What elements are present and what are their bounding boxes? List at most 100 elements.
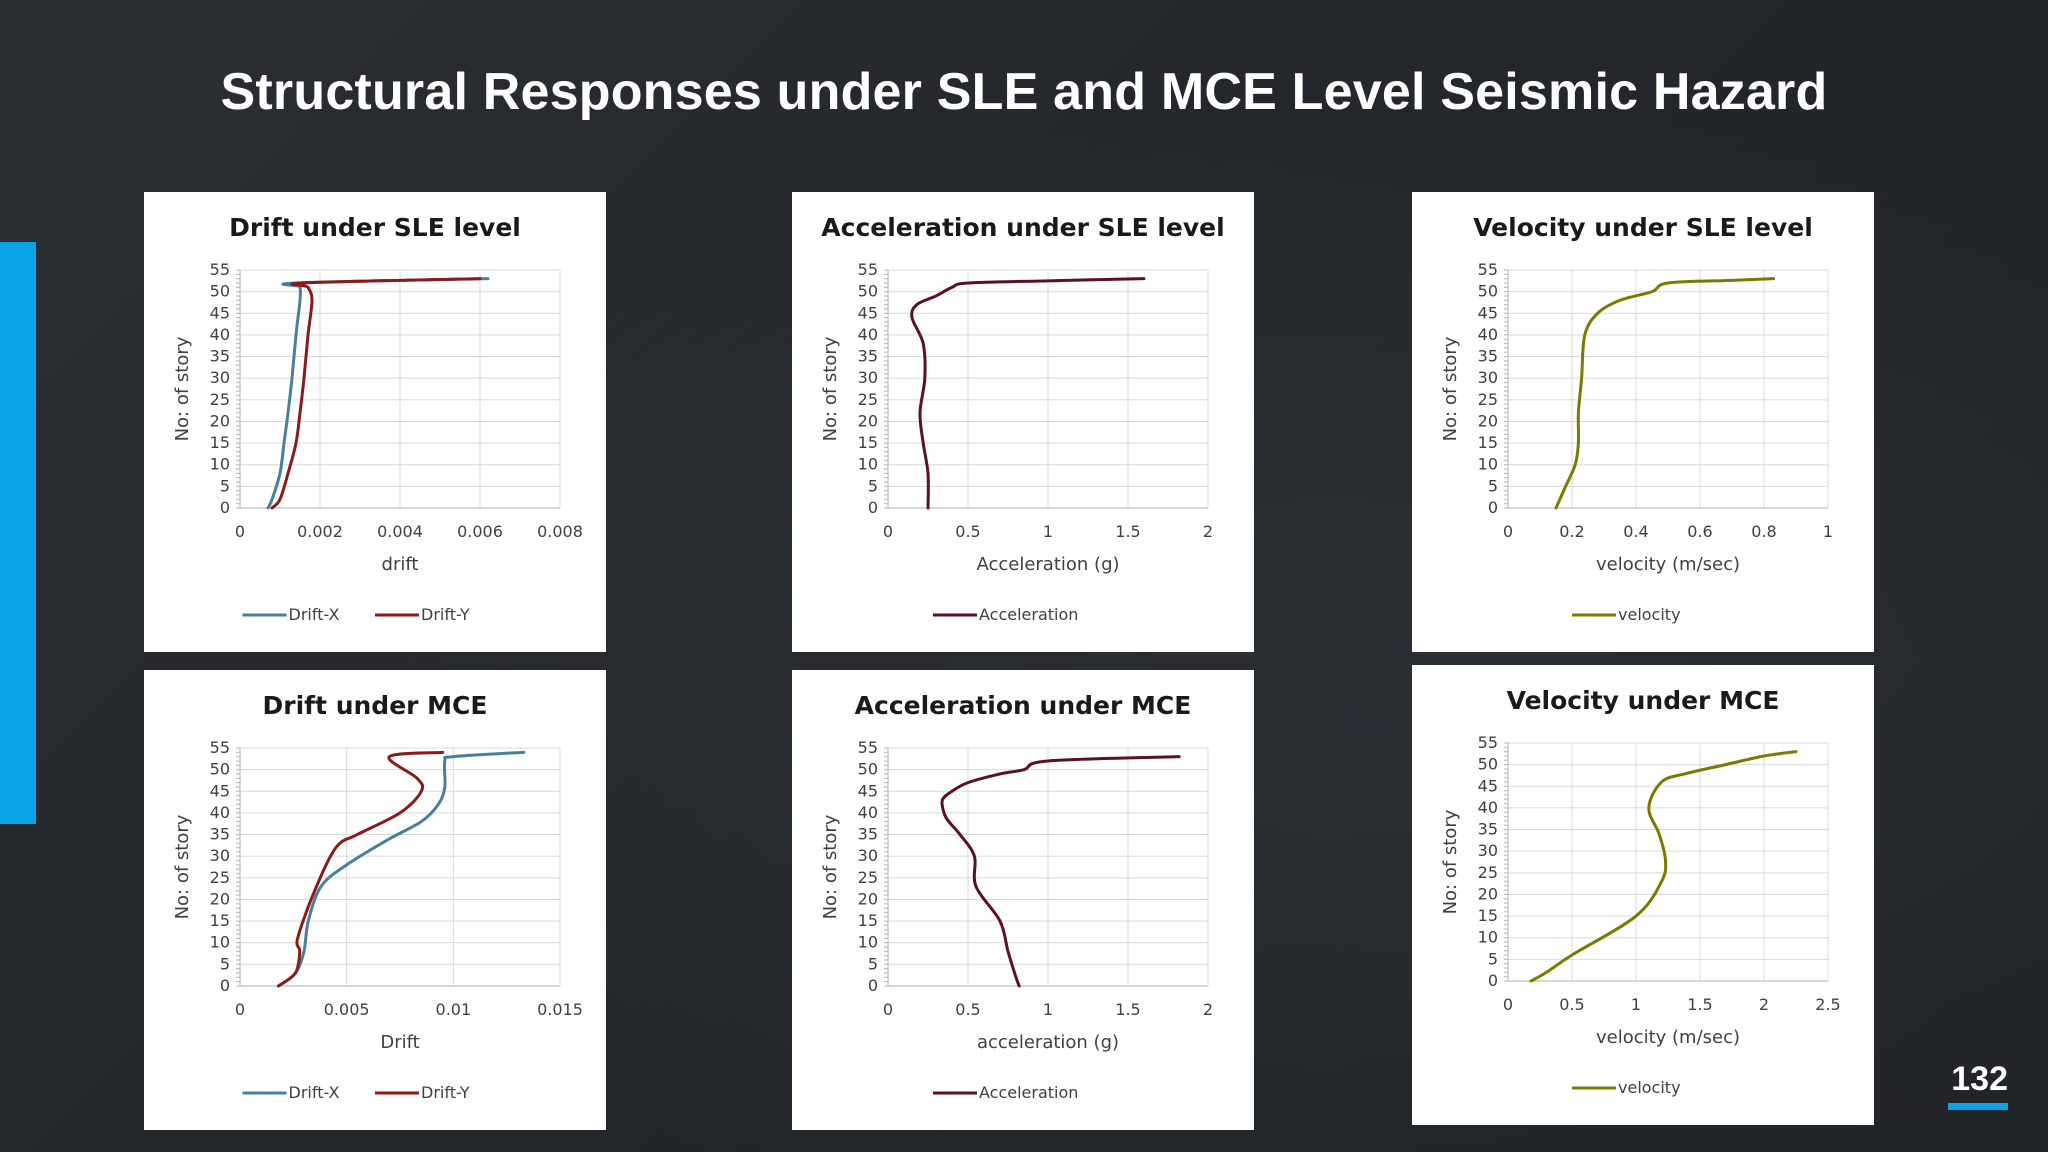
legend-label: Acceleration xyxy=(979,605,1078,624)
y-tick-label: 30 xyxy=(858,846,878,865)
x-tick-label: 0.006 xyxy=(457,522,503,541)
x-tick-label: 1.5 xyxy=(1687,995,1712,1014)
series-line-drift-x xyxy=(266,277,490,510)
y-tick-label: 10 xyxy=(210,455,230,474)
chart-svg-acc-mce: Acceleration under MCE051015202530354045… xyxy=(820,691,1213,1102)
y-tick-label: 20 xyxy=(210,411,230,430)
series-line-drift-x xyxy=(276,750,526,988)
chart-title: Drift under MCE xyxy=(263,691,488,720)
accent-bar xyxy=(0,242,36,824)
x-axis-label: Acceleration (g) xyxy=(976,554,1119,575)
y-tick-label: 0 xyxy=(1488,971,1498,990)
y-tick-label: 40 xyxy=(858,325,878,344)
series-line-drift-y xyxy=(270,277,482,510)
y-tick-label: 5 xyxy=(220,476,230,495)
y-tick-label: 5 xyxy=(220,954,230,973)
slide-title: Structural Responses under SLE and MCE L… xyxy=(220,63,1828,121)
x-tick-label: 2.5 xyxy=(1815,995,1840,1014)
chart-title: Velocity under MCE xyxy=(1507,686,1780,715)
y-tick-label: 50 xyxy=(210,760,230,779)
y-tick-label: 10 xyxy=(1478,928,1498,947)
y-tick-label: 25 xyxy=(210,868,230,887)
y-tick-label: 55 xyxy=(1478,733,1498,752)
x-tick-label: 2 xyxy=(1759,995,1769,1014)
y-tick-label: 15 xyxy=(1478,906,1498,925)
y-tick-label: 25 xyxy=(1478,390,1498,409)
legend-label: Drift-X xyxy=(289,1083,340,1102)
y-axis-label: No: of story xyxy=(172,814,193,919)
y-tick-label: 55 xyxy=(1478,260,1498,279)
y-tick-label: 25 xyxy=(1478,863,1498,882)
y-tick-label: 0 xyxy=(1488,498,1498,517)
y-axis-label: No: of story xyxy=(172,336,193,441)
y-tick-label: 25 xyxy=(858,390,878,409)
chart-panel-vel-sle: Velocity under SLE level 0 5 10 15 20 25 30 35 40… xyxy=(1412,192,1874,652)
x-tick-label: 0.002 xyxy=(297,522,343,541)
x-tick-label: 2 xyxy=(1203,522,1213,541)
x-tick-label: 0.008 xyxy=(537,522,583,541)
y-tick-label: 55 xyxy=(210,260,230,279)
y-tick-label: 35 xyxy=(858,347,878,366)
x-tick-label: 0.01 xyxy=(436,1000,472,1019)
y-tick-label: 15 xyxy=(858,911,878,930)
chart-title: Velocity under SLE level xyxy=(1473,213,1813,242)
legend-label: Drift-X xyxy=(289,605,340,624)
x-axis-label: Drift xyxy=(380,1032,419,1053)
y-tick-label: 35 xyxy=(1478,347,1498,366)
legend-label: velocity xyxy=(1618,1078,1681,1097)
y-tick-label: 55 xyxy=(858,260,878,279)
series-line-acceleration xyxy=(940,755,1181,988)
legend-label: Acceleration xyxy=(979,1083,1078,1102)
y-tick-label: 45 xyxy=(210,781,230,800)
y-tick-label: 40 xyxy=(1478,325,1498,344)
chart-panel-acc-sle: Acceleration under SLE level 0 5 10 15 20 25 30… xyxy=(792,192,1254,652)
y-tick-label: 20 xyxy=(1478,884,1498,903)
y-axis-label: No: of story xyxy=(820,336,841,441)
y-tick-label: 10 xyxy=(210,933,230,952)
y-tick-label: 15 xyxy=(210,911,230,930)
y-tick-label: 50 xyxy=(858,760,878,779)
series-line-acceleration xyxy=(910,277,1146,510)
y-tick-label: 15 xyxy=(210,433,230,452)
y-tick-label: 10 xyxy=(1478,455,1498,474)
y-tick-label: 0 xyxy=(220,976,230,995)
chart-title: Drift under SLE level xyxy=(229,213,521,242)
y-tick-label: 45 xyxy=(858,781,878,800)
y-tick-label: 20 xyxy=(858,889,878,908)
y-tick-label: 20 xyxy=(858,411,878,430)
x-tick-label: 0 xyxy=(883,1000,893,1019)
y-tick-label: 0 xyxy=(220,498,230,517)
y-tick-label: 50 xyxy=(1478,755,1498,774)
chart-panel-acc-mce: Acceleration under MCE 0 5 10 15 20 25 30 35 40 45… xyxy=(792,670,1254,1130)
x-tick-label: 0.8 xyxy=(1751,522,1776,541)
x-tick-label: 1 xyxy=(1043,522,1053,541)
page-number-underline xyxy=(1948,1103,2008,1110)
y-tick-label: 15 xyxy=(1478,433,1498,452)
y-tick-label: 30 xyxy=(1478,841,1498,860)
y-tick-label: 5 xyxy=(1488,949,1498,968)
series-line-velocity xyxy=(1554,277,1776,510)
y-tick-label: 20 xyxy=(1478,411,1498,430)
y-tick-label: 40 xyxy=(210,803,230,822)
legend-label: velocity xyxy=(1618,605,1681,624)
x-tick-label: 1 xyxy=(1631,995,1641,1014)
y-axis-label: No: of story xyxy=(1440,809,1461,914)
y-tick-label: 30 xyxy=(1478,368,1498,387)
legend-label: Drift-Y xyxy=(421,605,470,624)
x-tick-label: 0.6 xyxy=(1687,522,1712,541)
x-axis-label: velocity (m/sec) xyxy=(1596,554,1740,575)
chart-panel-drift-mce: Drift under MCE 0 5 10 15 20 25 30 35 40 45 50 55 0 0.… xyxy=(144,670,606,1130)
x-tick-label: 0.004 xyxy=(377,522,423,541)
x-tick-label: 0 xyxy=(883,522,893,541)
x-axis-label: velocity (m/sec) xyxy=(1596,1027,1740,1048)
x-tick-label: 0.5 xyxy=(955,1000,980,1019)
x-tick-label: 0.005 xyxy=(324,1000,370,1019)
x-tick-label: 1.5 xyxy=(1115,1000,1140,1019)
y-tick-label: 5 xyxy=(1488,476,1498,495)
series-line-velocity xyxy=(1529,750,1798,983)
chart-svg-vel-sle: Velocity under SLE level 0 5 10 15 20 25 30 35 40… xyxy=(1440,213,1833,624)
y-tick-label: 10 xyxy=(858,455,878,474)
y-tick-label: 30 xyxy=(210,846,230,865)
chart-title: Acceleration under SLE level xyxy=(821,213,1224,242)
y-tick-label: 0 xyxy=(868,976,878,995)
